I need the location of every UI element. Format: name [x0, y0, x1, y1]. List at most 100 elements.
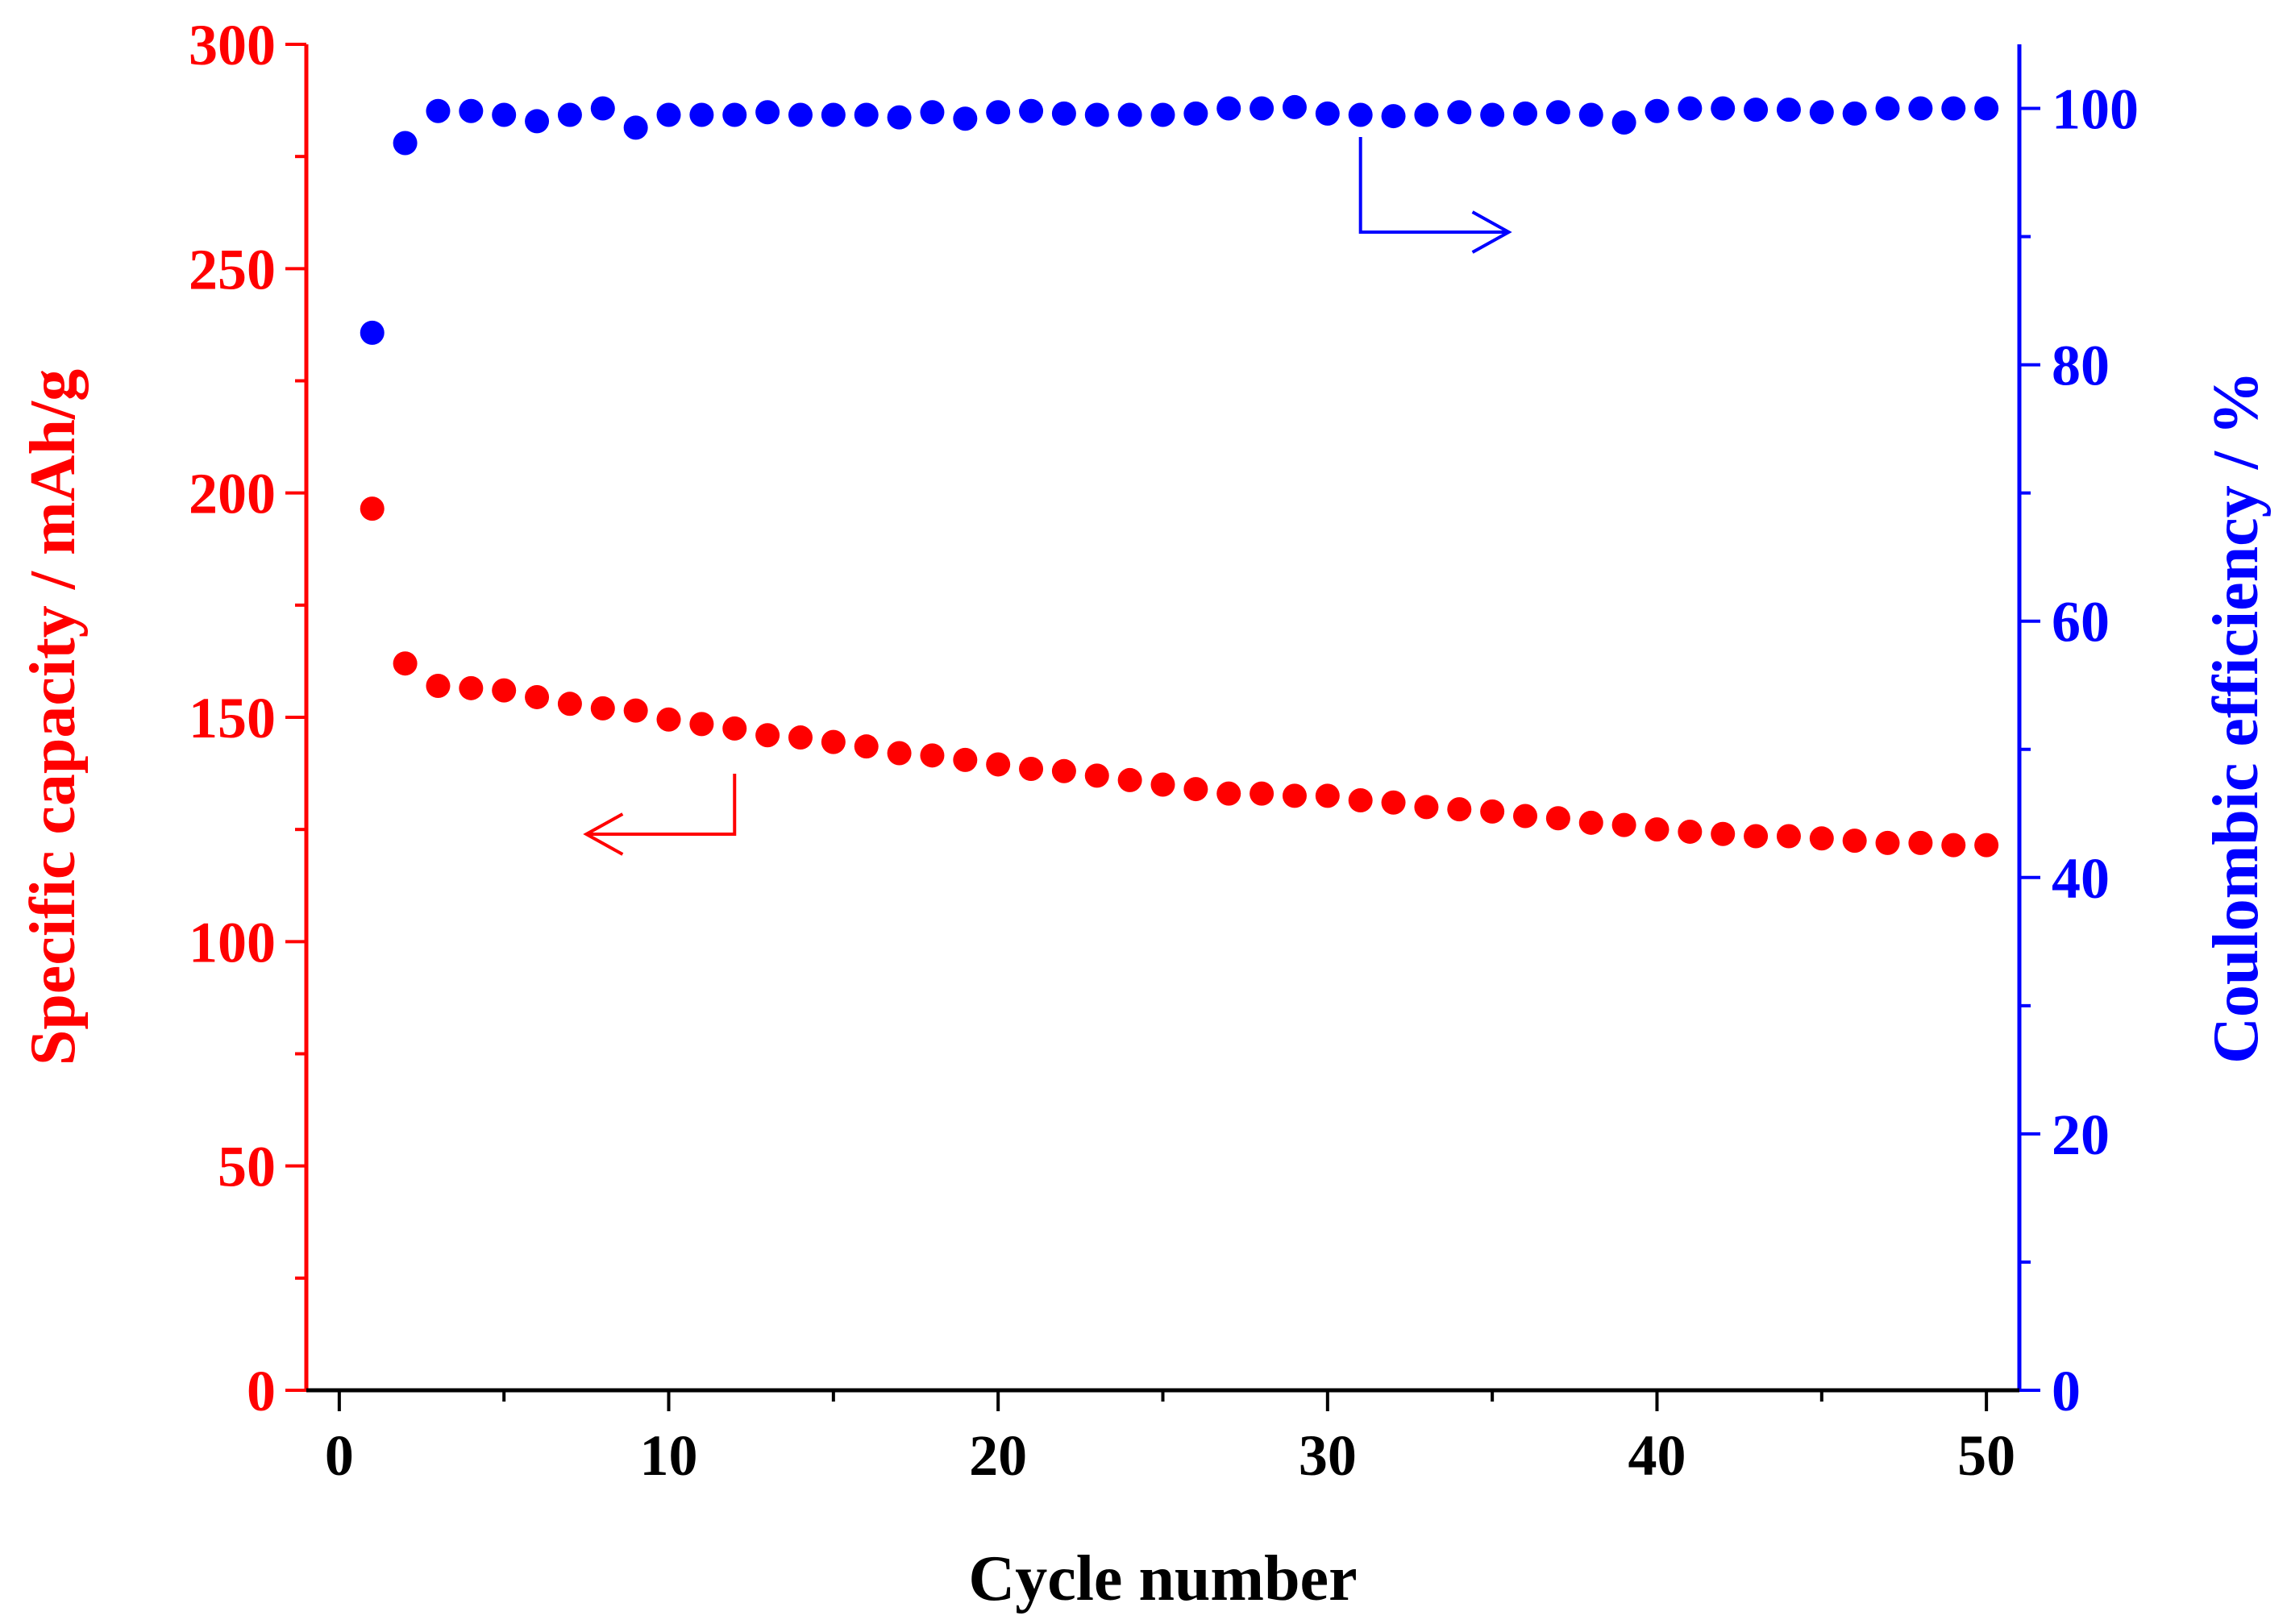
capacity-point — [1480, 799, 1505, 824]
annotation-arrows — [583, 137, 1512, 856]
capacity-point — [1447, 797, 1472, 822]
left-axis-title: Specific capacity / mAh/g — [18, 369, 89, 1065]
efficiency-point — [1513, 101, 1538, 126]
efficiency-point — [590, 96, 615, 121]
capacity-point — [1250, 781, 1274, 806]
efficiency-series — [360, 94, 1999, 345]
x-axis-title: Cycle number — [968, 1543, 1357, 1614]
capacity-point — [1381, 790, 1406, 815]
capacity-point — [1084, 763, 1109, 788]
efficiency-point — [1875, 96, 1900, 121]
efficiency-point — [1545, 100, 1570, 125]
capacity-point — [1842, 829, 1867, 854]
left-tick-label: 200 — [189, 462, 276, 526]
capacity-point — [1776, 824, 1801, 849]
capacity-point — [1711, 821, 1736, 846]
capacity-point — [953, 747, 978, 772]
capacity-point — [1545, 806, 1570, 831]
capacity-point — [426, 674, 451, 699]
efficiency-point — [426, 98, 451, 123]
capacity-point — [1645, 817, 1670, 842]
efficiency-point — [1645, 98, 1670, 123]
capacity-series — [360, 496, 1999, 858]
x-tick-label: 20 — [969, 1423, 1027, 1488]
capacity-point — [360, 496, 385, 521]
left-tick-label: 50 — [218, 1135, 276, 1199]
left-tick-label: 100 — [189, 910, 276, 974]
left-tick-label: 150 — [189, 686, 276, 750]
capacity-point — [1809, 826, 1834, 851]
capacity-point — [459, 675, 484, 700]
efficiency-point — [1908, 96, 1933, 121]
capacity-point — [1513, 804, 1538, 829]
left-tick-label: 0 — [247, 1359, 276, 1423]
capacity-point — [1216, 781, 1241, 806]
x-tick-label: 40 — [1628, 1423, 1686, 1488]
efficiency-point — [1250, 96, 1274, 121]
right-axis-title: Coulombic efficiency / % — [2201, 371, 2272, 1064]
efficiency-point — [1348, 102, 1373, 127]
capacity-point — [722, 716, 747, 741]
efficiency-point — [1578, 102, 1603, 127]
efficiency-point — [1744, 98, 1769, 123]
right-tick-label: 60 — [2052, 590, 2110, 654]
efficiency-point — [1216, 96, 1241, 121]
efficiency-point — [821, 102, 846, 127]
capacity-point — [1908, 830, 1933, 855]
capacity-point — [1051, 758, 1076, 783]
capacity-point — [590, 696, 615, 721]
right-tick-label: 80 — [2052, 334, 2110, 398]
efficiency-point — [1282, 94, 1307, 119]
efficiency-point — [1941, 96, 1966, 121]
capacity-point — [689, 712, 714, 737]
capacity-point — [492, 678, 517, 703]
capacity-point — [623, 698, 648, 723]
efficiency-point — [1315, 101, 1340, 126]
efficiency-point — [1019, 98, 1044, 123]
efficiency-point — [722, 102, 747, 127]
capacity-point — [821, 729, 846, 754]
x-tick-label: 0 — [325, 1423, 354, 1488]
capacity-point — [854, 734, 879, 759]
capacity-point — [1414, 795, 1439, 820]
right-tick-label: 100 — [2052, 77, 2139, 142]
capacity-point — [986, 752, 1011, 777]
efficiency-point — [623, 115, 648, 140]
efficiency-point — [1447, 100, 1472, 125]
efficiency-point — [1381, 104, 1406, 129]
efficiency-point — [1842, 101, 1867, 126]
efficiency-point — [1611, 110, 1636, 135]
capacity-point — [1875, 830, 1900, 855]
efficiency-point — [360, 320, 385, 345]
capacity-point — [1974, 833, 1999, 858]
capacity-point — [1678, 819, 1703, 844]
capacity-point — [1611, 812, 1636, 837]
efficiency-point — [1414, 102, 1439, 127]
right-tick-label: 40 — [2052, 846, 2110, 911]
capacity-point — [920, 743, 945, 768]
x-tick-label: 10 — [640, 1423, 698, 1488]
capacity-point — [557, 692, 582, 716]
right-tick-label: 20 — [2052, 1103, 2110, 1167]
efficiency-point — [557, 102, 582, 127]
capacity-point — [788, 725, 813, 750]
efficiency-point — [854, 102, 879, 127]
capacity-point — [887, 741, 912, 766]
capacity-point — [1019, 757, 1044, 782]
capacity-point — [1282, 783, 1307, 808]
efficiency-point — [986, 100, 1011, 125]
efficiency-point — [1711, 96, 1736, 121]
left-tick-label: 250 — [189, 237, 276, 301]
efficiency-point — [492, 102, 517, 127]
efficiency-point — [689, 102, 714, 127]
capacity-point — [393, 651, 418, 676]
efficiency-point — [788, 102, 813, 127]
capacity-point — [1315, 783, 1340, 808]
efficiency-point — [755, 100, 780, 125]
axes: 0 10 20 30 40 50 0 50 100 150 200 250 300 0 20 40 60 80 10… — [18, 13, 2272, 1614]
efficiency-point — [887, 105, 912, 130]
efficiency-point — [1183, 101, 1208, 126]
capacity-point — [755, 723, 780, 748]
efficiency-point — [459, 98, 484, 123]
